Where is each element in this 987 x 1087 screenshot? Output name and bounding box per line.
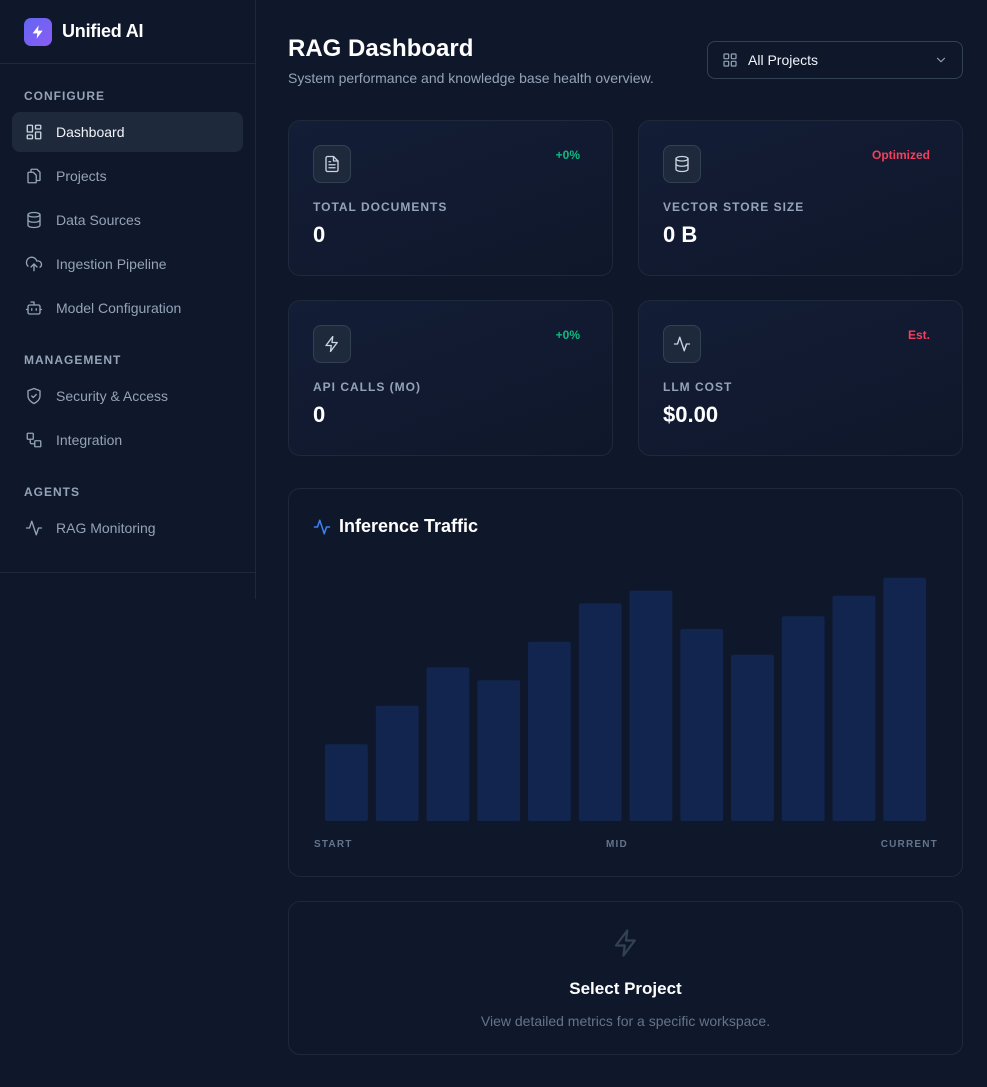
sidebar-item-label: Projects bbox=[56, 168, 107, 184]
chart-bar-3[interactable] bbox=[426, 667, 470, 821]
chart-bar-11[interactable] bbox=[832, 595, 876, 821]
chart-bar-2[interactable] bbox=[375, 705, 419, 821]
activity-icon bbox=[24, 518, 44, 538]
stat-value: $0.00 bbox=[663, 402, 719, 427]
bolt-icon bbox=[313, 325, 351, 363]
stat-label: LLM COST bbox=[663, 380, 733, 394]
section-title-management: MANAGEMENT bbox=[24, 353, 122, 367]
x-label-mid: MID bbox=[606, 839, 628, 850]
stat-label: VECTOR STORE SIZE bbox=[663, 200, 805, 214]
chart-bar-9[interactable] bbox=[731, 654, 774, 821]
chart-bar-8[interactable] bbox=[680, 629, 724, 821]
section-title-agents: AGENTS bbox=[24, 485, 81, 499]
brand[interactable]: Unified AI bbox=[0, 0, 255, 64]
sidebar-item-label: Dashboard bbox=[56, 124, 125, 140]
cloud-upload-icon bbox=[24, 254, 44, 274]
sidebar-item-data-sources[interactable]: Data Sources bbox=[12, 200, 243, 240]
activity-icon bbox=[663, 325, 701, 363]
stat-badge: Optimized bbox=[871, 148, 930, 162]
section-title-configure: CONFIGURE bbox=[24, 89, 105, 103]
sidebar-item-dashboard[interactable]: Dashboard bbox=[12, 112, 243, 152]
sidebar-item-rag-monitoring[interactable]: RAG Monitoring bbox=[12, 508, 243, 548]
stat-label: TOTAL DOCUMENTS bbox=[313, 200, 448, 214]
chart-title-text: Inference Traffic bbox=[339, 516, 479, 536]
sidebar-item-model-configuration[interactable]: Model Configuration bbox=[12, 288, 243, 328]
chart-bar-12[interactable] bbox=[883, 577, 927, 821]
empty-state-title: Select Project bbox=[569, 979, 682, 998]
activity-icon bbox=[313, 518, 331, 536]
chart-bar-4[interactable] bbox=[477, 680, 521, 821]
chevron-down-icon bbox=[934, 53, 948, 67]
sidebar-item-label: Data Sources bbox=[56, 212, 141, 228]
document-icon bbox=[313, 145, 351, 183]
integration-icon bbox=[24, 430, 44, 450]
x-label-start: START bbox=[314, 839, 353, 850]
sidebar-divider bbox=[0, 572, 255, 573]
chart-bar-6[interactable] bbox=[578, 603, 622, 821]
stat-badge: +0% bbox=[555, 328, 580, 342]
stat-label: API CALLS (MO) bbox=[313, 380, 421, 394]
stat-card-vector-store-size: Optimized VECTOR STORE SIZE 0 B bbox=[638, 120, 963, 276]
grid-icon bbox=[722, 52, 738, 68]
project-select[interactable]: All Projects bbox=[707, 41, 963, 79]
select-project-card[interactable]: Select Project View detailed metrics for… bbox=[288, 901, 963, 1055]
sidebar-item-projects[interactable]: Projects bbox=[12, 156, 243, 196]
sidebar-item-label: Security & Access bbox=[56, 388, 169, 404]
sidebar-item-ingestion-pipeline[interactable]: Ingestion Pipeline bbox=[12, 244, 243, 284]
stat-badge: +0% bbox=[555, 148, 580, 162]
stat-card-llm-cost: Est. LLM COST $0.00 bbox=[638, 300, 963, 456]
chart-plot bbox=[325, 577, 927, 821]
bot-icon bbox=[24, 298, 44, 318]
sidebar-item-integration[interactable]: Integration bbox=[12, 420, 243, 460]
sidebar-item-label: Ingestion Pipeline bbox=[56, 256, 167, 272]
sidebar-item-security-access[interactable]: Security & Access bbox=[12, 376, 243, 416]
database-icon bbox=[24, 210, 44, 230]
brand-name: Unified AI bbox=[62, 21, 144, 41]
inference-traffic-chart: Inference Traffic START MID CURRENT bbox=[288, 488, 963, 877]
stat-value: 0 bbox=[313, 222, 326, 247]
shield-icon bbox=[24, 386, 44, 406]
stat-card-total-documents: +0% TOTAL DOCUMENTS 0 bbox=[288, 120, 613, 276]
sidebar-item-label: Integration bbox=[56, 432, 123, 448]
x-label-current: CURRENT bbox=[880, 839, 938, 850]
sidebar-item-label: Model Configuration bbox=[56, 300, 182, 316]
bolt-icon bbox=[611, 928, 641, 963]
stat-badge: Est. bbox=[907, 328, 930, 342]
page-title: RAG Dashboard bbox=[288, 35, 474, 62]
chart-bar-10[interactable] bbox=[781, 616, 825, 821]
stat-value: 0 B bbox=[663, 222, 698, 247]
page-subtitle: System performance and knowledge base he… bbox=[288, 70, 654, 86]
projects-icon bbox=[24, 166, 44, 186]
dashboard-icon bbox=[24, 122, 44, 142]
chart-title: Inference Traffic bbox=[313, 516, 478, 537]
project-select-value: All Projects bbox=[748, 52, 819, 68]
chart-bar-7[interactable] bbox=[629, 590, 673, 821]
database-icon bbox=[663, 145, 701, 183]
stat-value: 0 bbox=[313, 402, 326, 427]
stat-card-api-calls: +0% API CALLS (MO) 0 bbox=[288, 300, 613, 456]
empty-state-description: View detailed metrics for a specific wor… bbox=[480, 1013, 771, 1029]
chart-bar-5[interactable] bbox=[528, 641, 571, 821]
sidebar-item-label: RAG Monitoring bbox=[56, 520, 156, 536]
bolt-logo-icon bbox=[24, 17, 52, 46]
sidebar: Unified AI CONFIGURE Dashboard Projects bbox=[0, 0, 256, 599]
chart-bar-1[interactable] bbox=[325, 744, 368, 821]
